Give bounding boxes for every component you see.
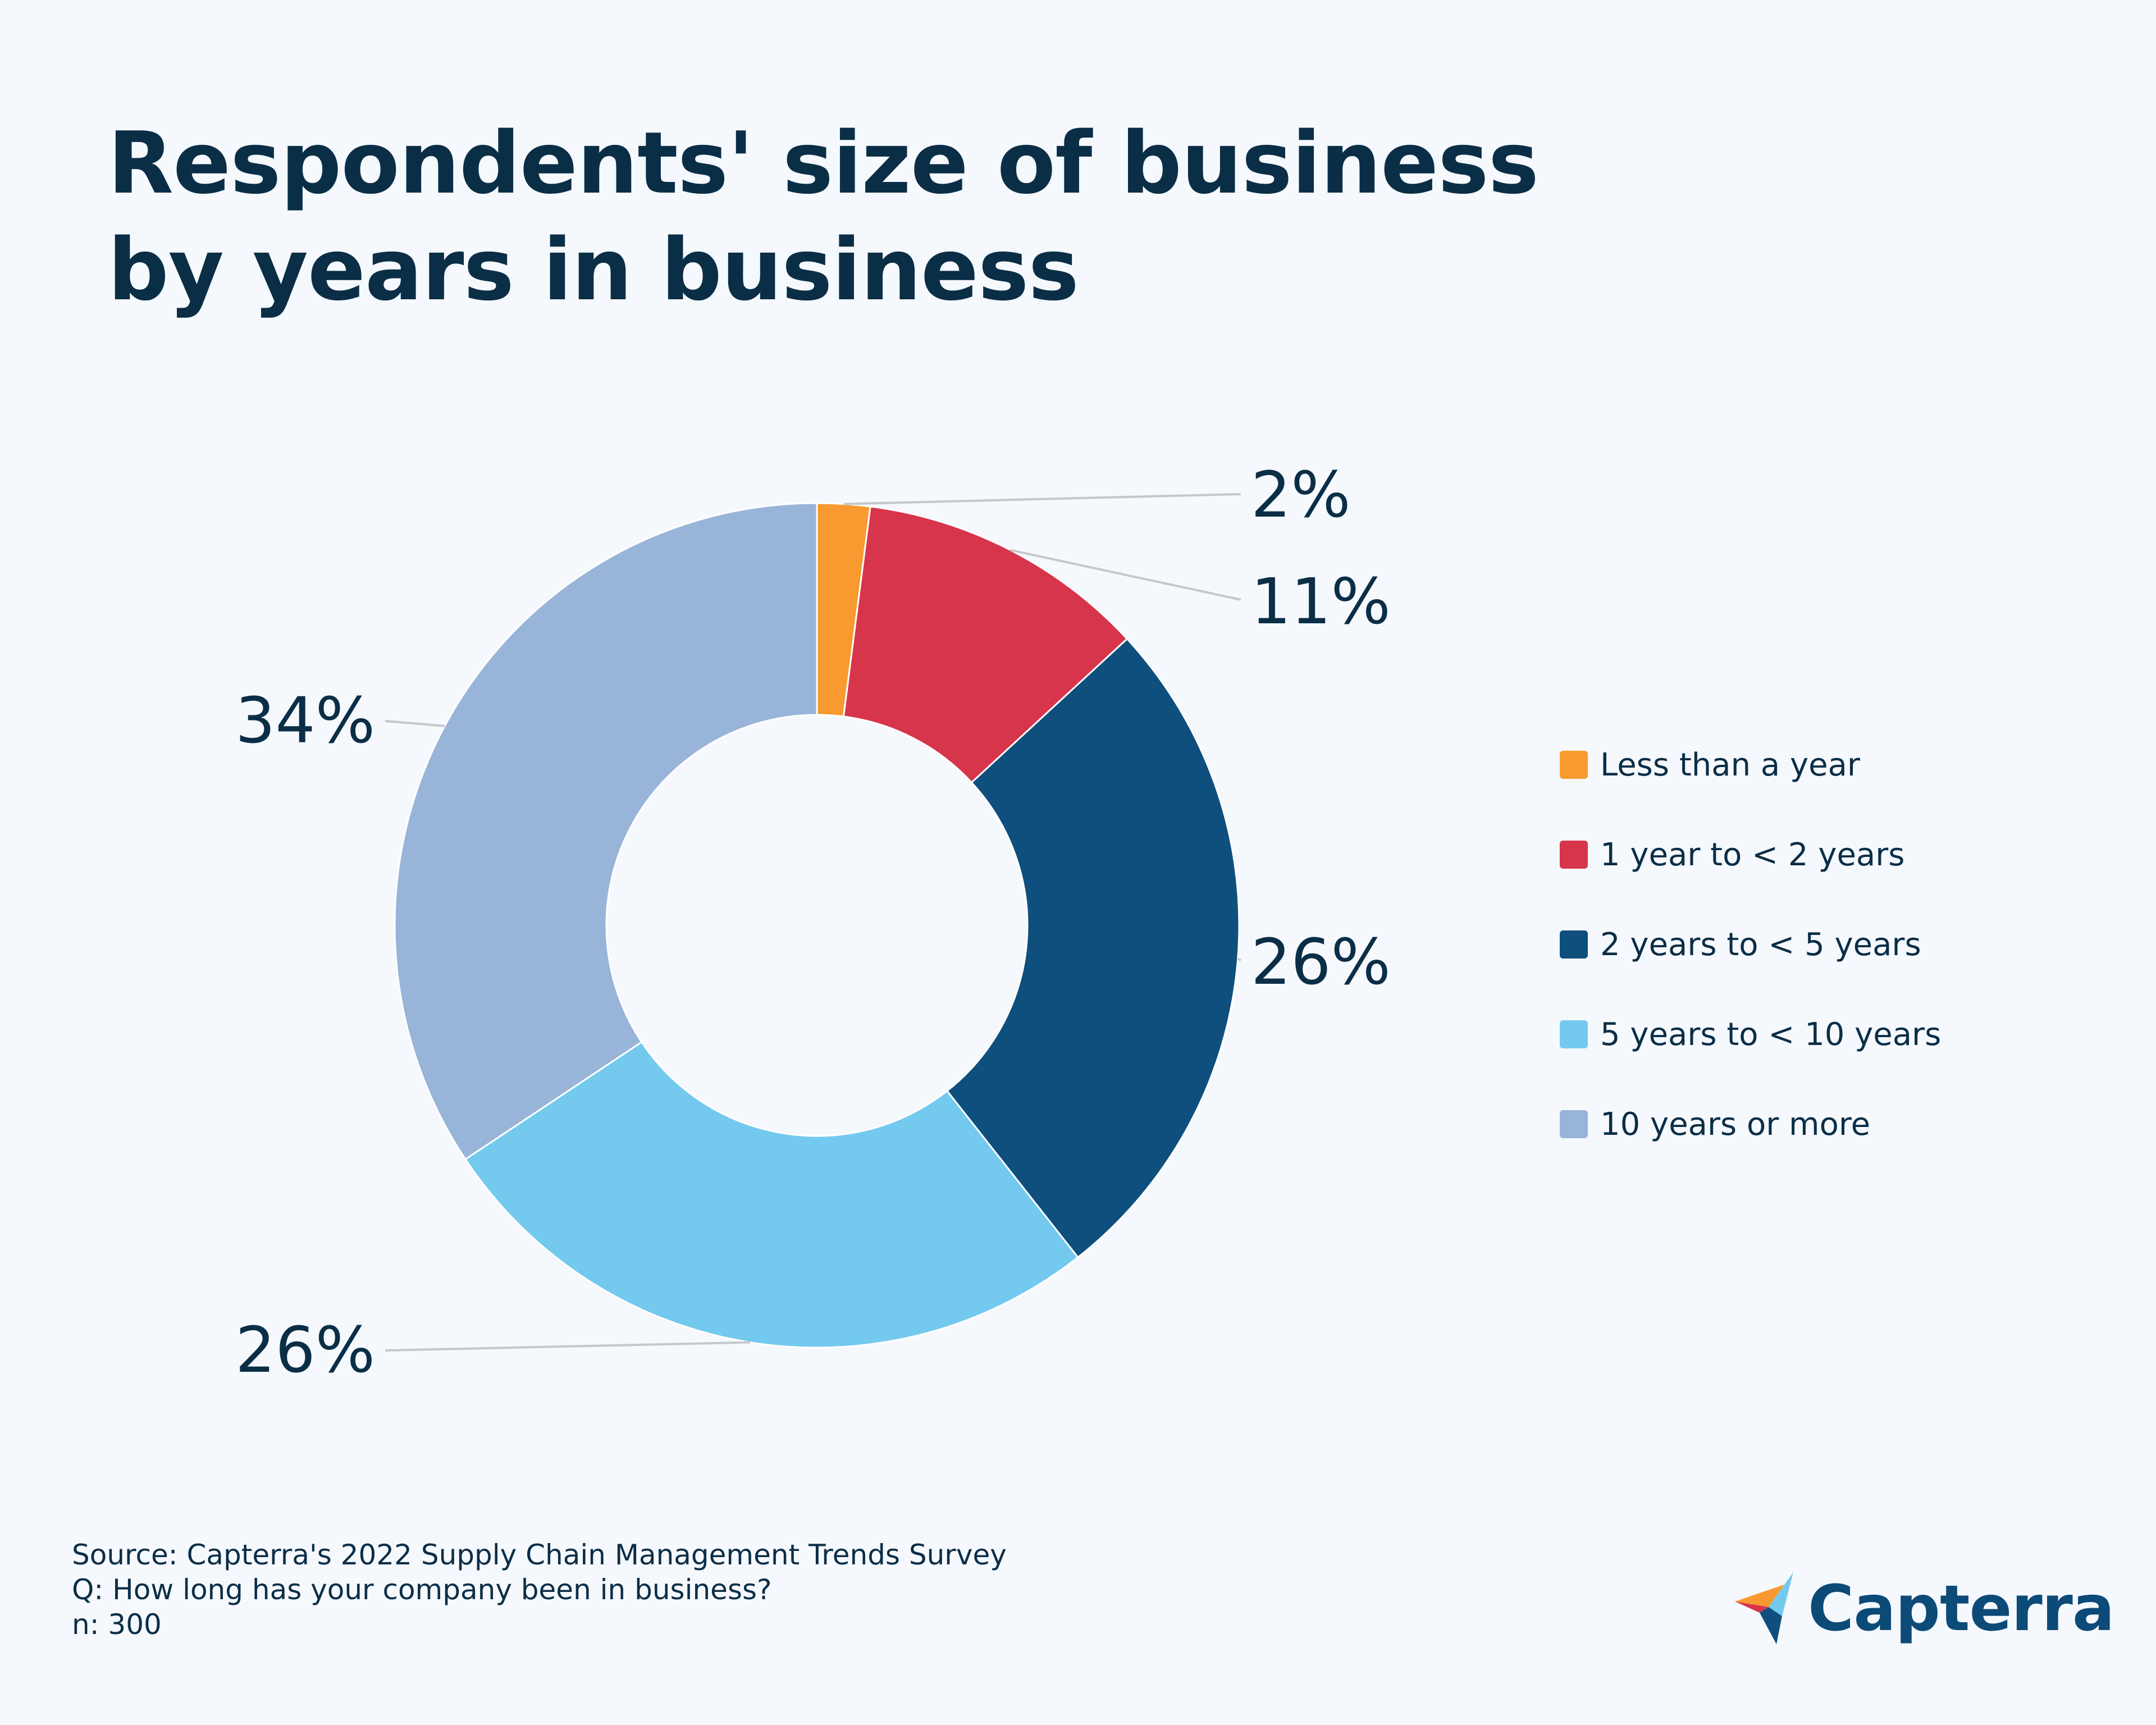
chart-title: Respondents' size of business by years i… xyxy=(108,113,1539,320)
legend-label: 1 year to < 2 years xyxy=(1600,836,1905,873)
slice-5-years-to-10-years xyxy=(464,1041,1079,1349)
slice-1-year-to-2-years xyxy=(842,505,1129,784)
legend-swatch xyxy=(1560,1110,1588,1138)
leader-line-2-years-to-5-years xyxy=(1237,957,1241,961)
leader-line-10-years-or-more xyxy=(385,720,445,727)
source-footer: Source: Capterra's 2022 Supply Chain Man… xyxy=(72,1537,1007,1642)
legend-swatch xyxy=(1560,841,1588,869)
legend-swatch xyxy=(1560,1020,1588,1048)
legend-label: Less than a year xyxy=(1600,746,1860,783)
leader-line-less-than-a-year xyxy=(843,493,1241,505)
legend-item-5-years-to-10-years: 5 years to < 10 years xyxy=(1560,989,1941,1079)
legend-label: 5 years to < 10 years xyxy=(1600,1016,1942,1053)
slice-2-years-to-5-years xyxy=(945,637,1240,1259)
sample-size-text: n: 300 xyxy=(72,1608,162,1641)
legend-label: 2 years to < 5 years xyxy=(1600,926,1921,963)
data-label-5-years-to-10-years: 26% xyxy=(235,1314,375,1387)
legend-label: 10 years or more xyxy=(1600,1106,1871,1143)
legend-item-2-years-to-5-years: 2 years to < 5 years xyxy=(1560,900,1941,989)
capterra-logo: Capterra xyxy=(1735,1572,2114,1645)
data-label-2-years-to-5-years: 26% xyxy=(1251,926,1391,999)
data-label-10-years-or-more: 34% xyxy=(235,684,375,757)
legend-item-less-than-a-year: Less than a year xyxy=(1560,720,1941,810)
legend-item-10-years-or-more: 10 years or more xyxy=(1560,1079,1941,1169)
data-label-1-year-to-2-years: 11% xyxy=(1251,565,1391,638)
slice-10-years-or-more xyxy=(394,502,818,1161)
legend-swatch xyxy=(1560,751,1588,779)
question-text: Q: How long has your company been in bus… xyxy=(72,1573,772,1606)
legend-swatch xyxy=(1560,930,1588,959)
leader-line-1-year-to-2-years xyxy=(1010,549,1241,601)
brand-name: Capterra xyxy=(1808,1572,2114,1645)
legend: Less than a year 1 year to < 2 years 2 yea… xyxy=(1560,720,1941,1169)
leader-line-5-years-to-10-years xyxy=(385,1341,751,1352)
leader-lines xyxy=(385,493,1241,1352)
legend-item-1-year-to-2-years: 1 year to < 2 years xyxy=(1560,810,1941,900)
source-text: Source: Capterra's 2022 Supply Chain Man… xyxy=(72,1539,1007,1571)
capterra-arrow-logo-icon xyxy=(1735,1572,1793,1644)
data-labels: 2% 11% 26% 26% 34% xyxy=(235,459,1391,1387)
donut-slices xyxy=(394,502,1240,1349)
data-label-less-than-a-year: 2% xyxy=(1251,459,1351,532)
